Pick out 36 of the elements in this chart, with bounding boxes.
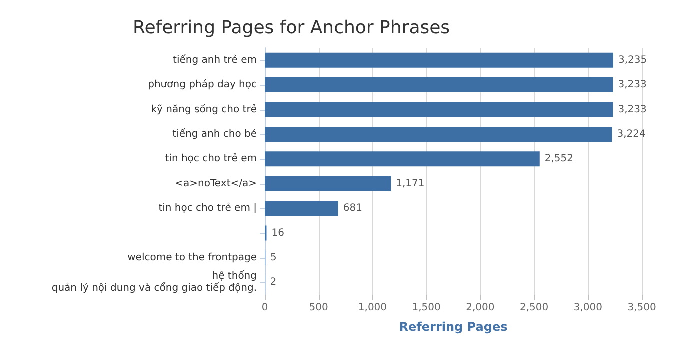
data-label: 2 bbox=[270, 277, 277, 288]
y-tick-label: tiếng anh cho bé bbox=[172, 128, 257, 140]
x-tick-label: 0 bbox=[262, 302, 268, 314]
bar bbox=[265, 152, 540, 167]
data-label: 681 bbox=[343, 203, 362, 214]
data-label: 16 bbox=[272, 228, 284, 239]
y-tick-label: tin học cho trẻ em bbox=[165, 152, 257, 165]
x-tick-label: 2,500 bbox=[520, 302, 549, 314]
bar bbox=[265, 201, 338, 216]
bar bbox=[265, 176, 392, 192]
x-tick-label: 2,000 bbox=[466, 302, 495, 314]
y-tick-label: hệ thống quản lý nội dung và cổng giao tiếp động. bbox=[52, 270, 257, 294]
data-label: 1,171 bbox=[396, 178, 425, 190]
data-label: 3,233 bbox=[618, 104, 647, 116]
x-tick-label: 1,500 bbox=[412, 302, 441, 314]
data-label: 3,224 bbox=[617, 128, 646, 140]
x-tick-label: 3,000 bbox=[574, 302, 602, 314]
data-label: 2,552 bbox=[544, 154, 574, 165]
data-label: 5 bbox=[270, 252, 277, 264]
data-label: 3,235 bbox=[618, 54, 648, 66]
y-tick-label: phương pháp day học bbox=[148, 80, 257, 91]
x-axis-title: Referring Pages bbox=[399, 320, 508, 334]
y-tick-label: kỹ năng sống cho trẻ bbox=[151, 103, 257, 116]
y-tick-label: tiếng anh trẻ em bbox=[173, 54, 257, 66]
y-tick-label: <a>noText</a> bbox=[175, 178, 257, 190]
chart-title: Referring Pages for Anchor Phrases bbox=[133, 18, 450, 38]
bar bbox=[265, 126, 612, 142]
x-tick-label: 3,500 bbox=[628, 302, 656, 314]
bar bbox=[265, 78, 614, 93]
data-label: 3,233 bbox=[618, 80, 647, 91]
y-tick-label: tin học cho trẻ em | bbox=[158, 202, 257, 214]
y-tick-label: welcome to the frontpage bbox=[128, 252, 257, 264]
x-tick-label: 1,000 bbox=[358, 302, 388, 314]
x-tick-label: 500 bbox=[309, 302, 328, 314]
bar bbox=[265, 102, 614, 118]
bar bbox=[265, 52, 614, 68]
